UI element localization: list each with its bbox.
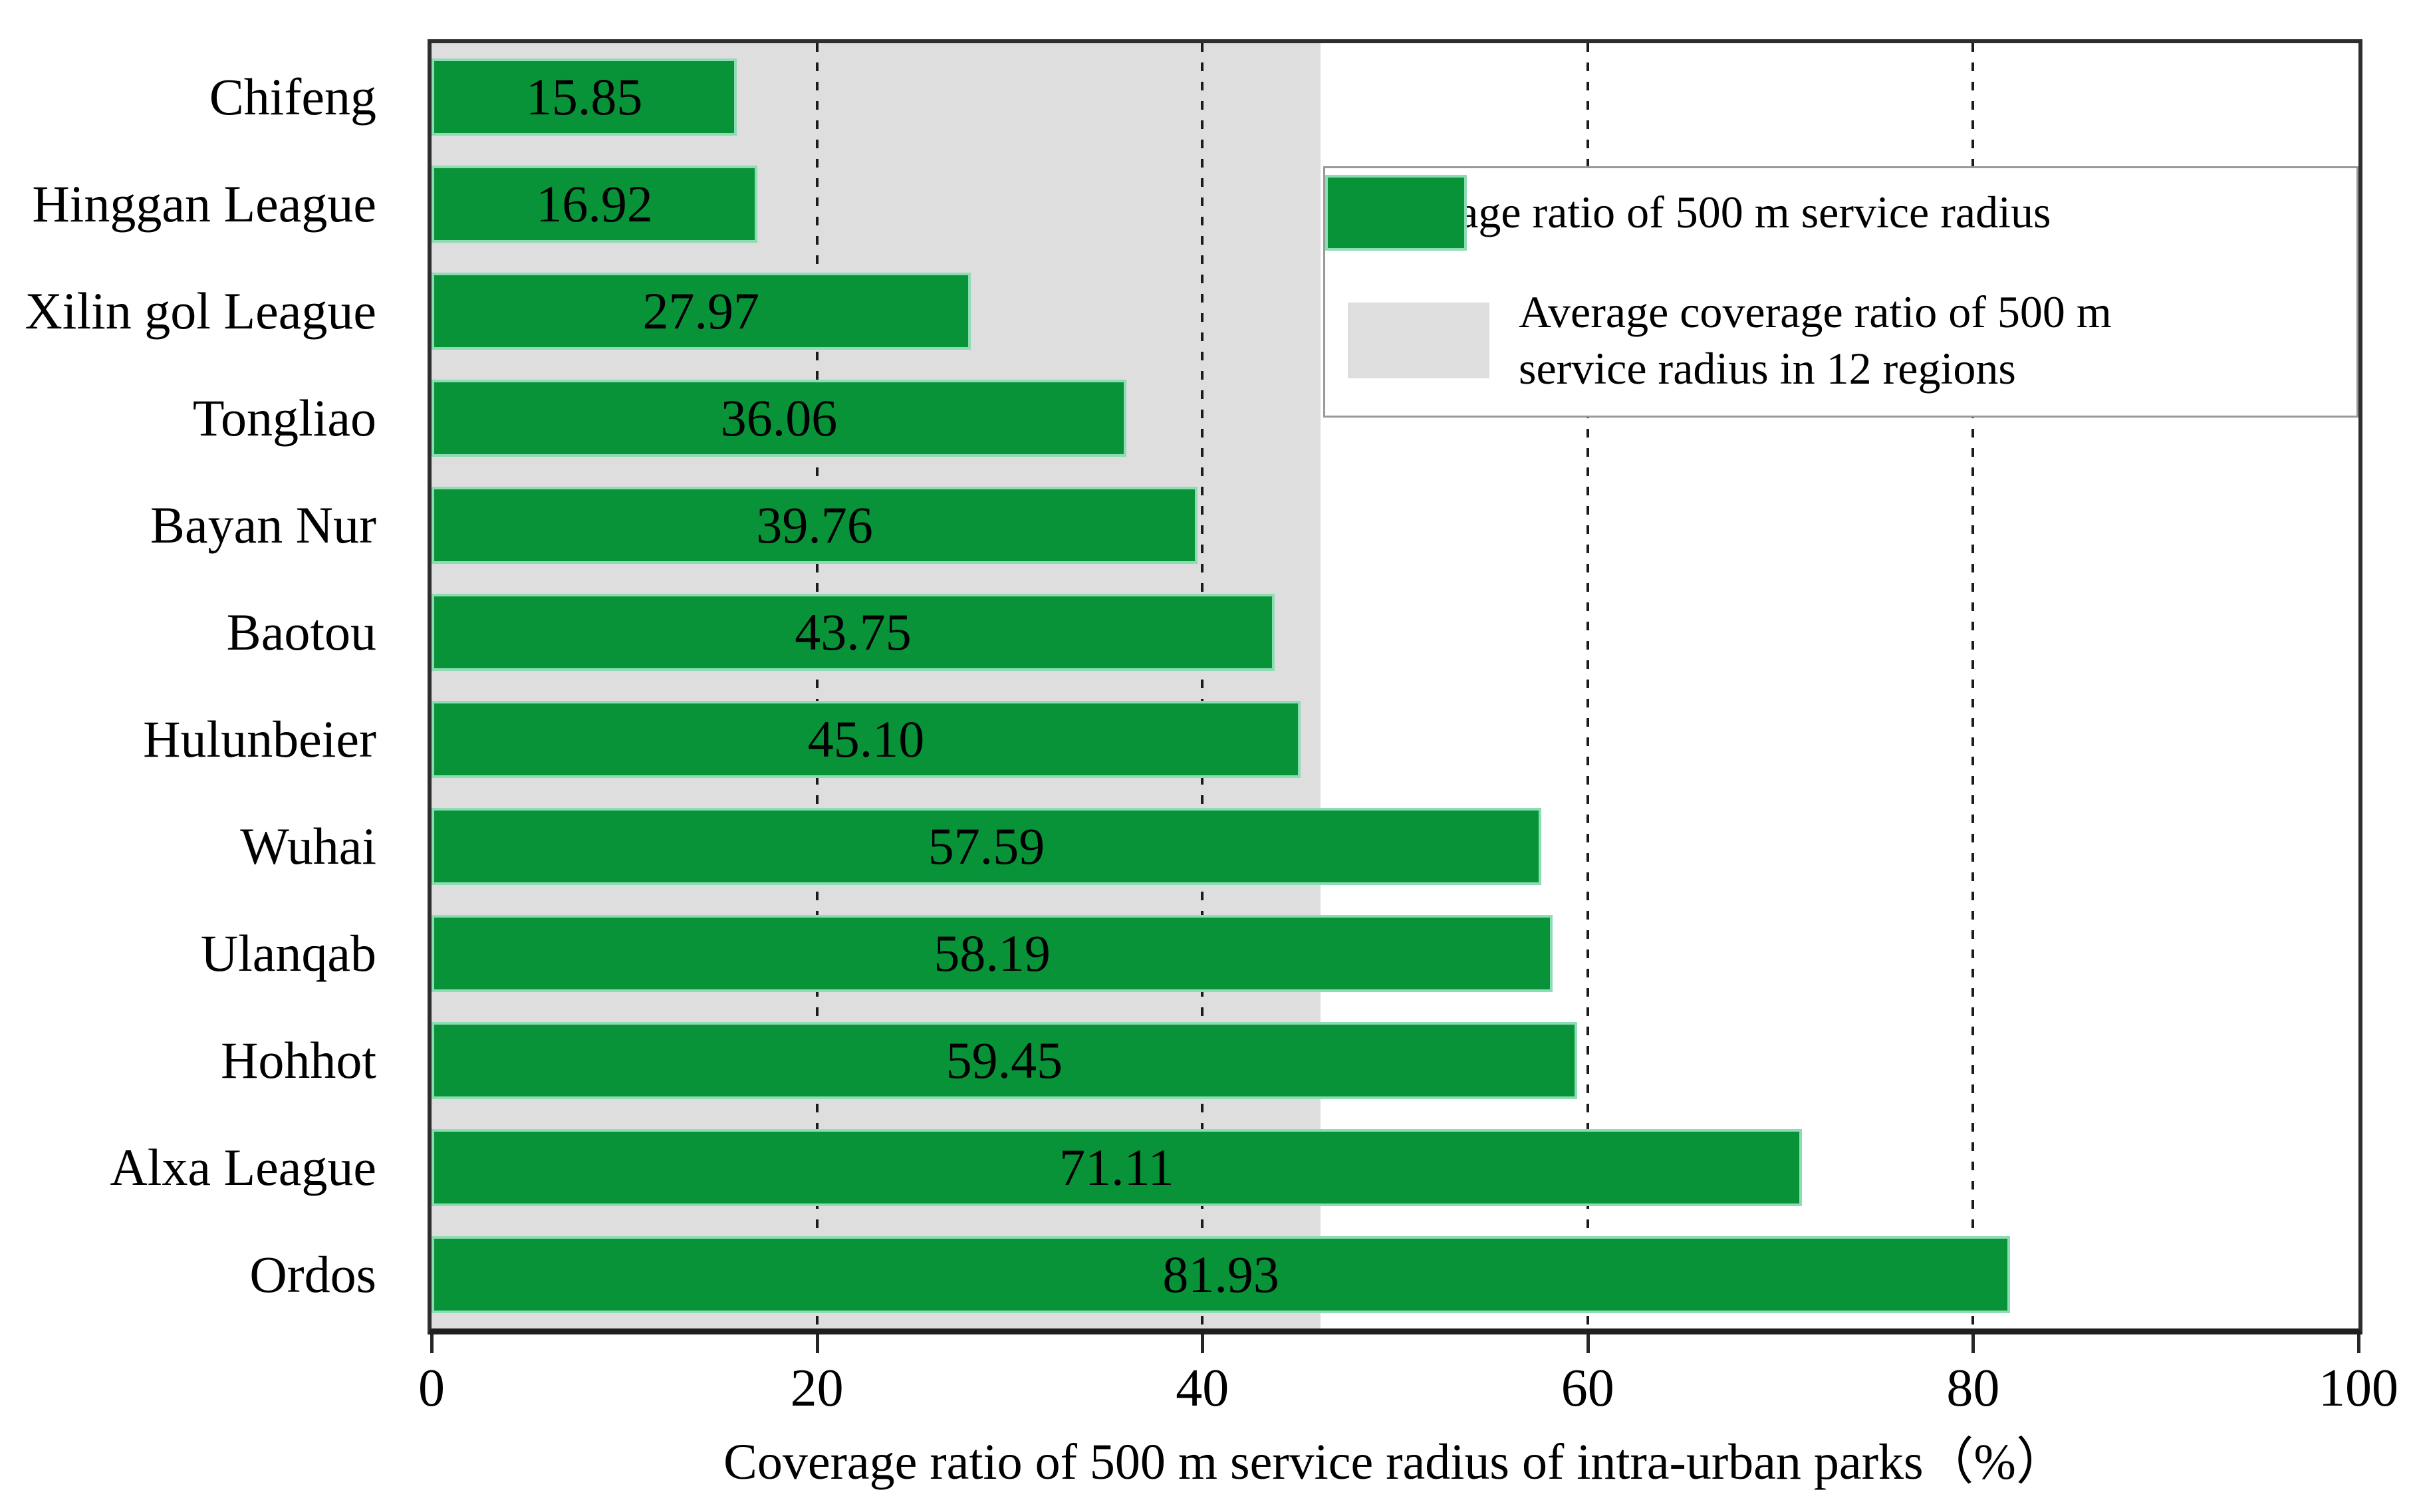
bar-value-label: 36.06 bbox=[720, 388, 838, 447]
tick-label-0: 0 bbox=[418, 1359, 445, 1418]
x-axis-title: Coverage ratio of 500 m service radius o… bbox=[723, 1434, 2067, 1490]
bar-xilin-gol-league: 27.97 bbox=[432, 272, 971, 350]
category-label-ulanqab: Ulanqab bbox=[200, 924, 376, 983]
tick-label-100: 100 bbox=[2319, 1359, 2398, 1418]
bar-value-label: 58.19 bbox=[934, 924, 1051, 983]
bar-value-label: 43.75 bbox=[795, 602, 912, 661]
gridline-60 bbox=[1586, 43, 1589, 1328]
category-label-alxa-league: Alxa League bbox=[110, 1138, 376, 1197]
gridline-40 bbox=[1201, 43, 1204, 1328]
category-label-hulunbeier: Hulunbeier bbox=[143, 710, 376, 769]
x-axis: 0 20 40 60 80 100 bbox=[418, 1334, 2398, 1428]
plot-area: 15.85 16.92 27.97 36.06 39.76 43.75 45.10 57.59… bbox=[428, 39, 2362, 1334]
legend-label: Average coverage ratio of 500 m service r… bbox=[1519, 287, 2112, 394]
legend: Coverage ratio of 500 m service radius Av… bbox=[1323, 166, 2358, 418]
tick-label-80: 80 bbox=[1946, 1359, 2000, 1418]
bar-value-label: 16.92 bbox=[536, 174, 653, 233]
bar-hohhot: 59.45 bbox=[432, 1022, 1577, 1100]
y-axis-category-labels: Chifeng Hinggan League Xilin gol League Ton… bbox=[0, 43, 399, 1328]
category-label-xilin-gol-league: Xilin gol League bbox=[25, 281, 376, 340]
category-label-hohhot: Hohhot bbox=[221, 1031, 376, 1090]
category-label-baotou: Baotou bbox=[226, 602, 376, 661]
average-coverage-band bbox=[432, 43, 1321, 1328]
legend-swatch-bar bbox=[1325, 174, 1467, 251]
category-label-hinggan-league: Hinggan League bbox=[32, 174, 376, 233]
category-label-wuhai: Wuhai bbox=[240, 817, 376, 876]
tick-mark-60 bbox=[1586, 1334, 1590, 1353]
category-label-ordos: Ordos bbox=[249, 1245, 376, 1304]
bar-wuhai: 57.59 bbox=[432, 808, 1541, 886]
tick-mark-0 bbox=[430, 1334, 434, 1353]
bar-ulanqab: 58.19 bbox=[432, 915, 1553, 993]
tick-label-20: 20 bbox=[790, 1359, 844, 1418]
bar-ordos: 81.93 bbox=[432, 1236, 2011, 1314]
bar-value-label: 57.59 bbox=[928, 817, 1045, 876]
bar-value-label: 81.93 bbox=[1162, 1245, 1279, 1304]
bar-value-label: 45.10 bbox=[807, 710, 925, 769]
legend-entry-band: Average coverage ratio of 500 m service r… bbox=[1348, 284, 2346, 397]
bar-baotou: 43.75 bbox=[432, 593, 1275, 671]
bar-alxa-league: 71.11 bbox=[432, 1129, 1802, 1207]
bar-tongliao: 36.06 bbox=[432, 379, 1127, 457]
category-label-tongliao: Tongliao bbox=[192, 388, 376, 447]
tick-label-60: 60 bbox=[1561, 1359, 1614, 1418]
category-label-bayan-nur: Bayan Nur bbox=[150, 495, 376, 554]
tick-label-40: 40 bbox=[1176, 1359, 1229, 1418]
bar-value-label: 15.85 bbox=[525, 67, 643, 126]
tick-mark-100 bbox=[2357, 1334, 2360, 1353]
gridline-80 bbox=[1971, 43, 1975, 1328]
bar-value-label: 71.11 bbox=[1059, 1138, 1174, 1197]
bar-bayan-nur: 39.76 bbox=[432, 486, 1198, 564]
bar-hulunbeier: 45.10 bbox=[432, 701, 1301, 779]
bar-value-label: 39.76 bbox=[756, 495, 873, 554]
legend-swatch-band bbox=[1348, 303, 1489, 378]
bar-value-label: 59.45 bbox=[946, 1031, 1063, 1090]
bar-value-label: 27.97 bbox=[642, 281, 760, 340]
bar-chifeng: 15.85 bbox=[432, 58, 737, 136]
category-label-chifeng: Chifeng bbox=[209, 67, 376, 126]
gridline-20 bbox=[815, 43, 819, 1328]
tick-mark-40 bbox=[1201, 1334, 1205, 1353]
tick-mark-80 bbox=[1971, 1334, 1975, 1353]
bar-hinggan-league: 16.92 bbox=[432, 165, 758, 243]
legend-entry-bar: Coverage ratio of 500 m service radius bbox=[1325, 174, 2346, 251]
tick-mark-20 bbox=[815, 1334, 819, 1353]
